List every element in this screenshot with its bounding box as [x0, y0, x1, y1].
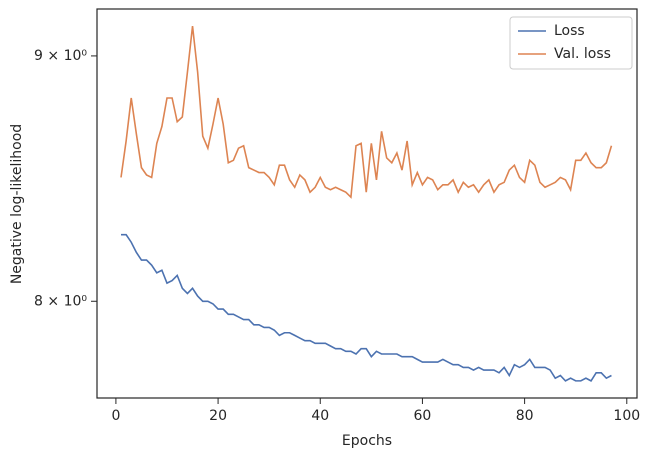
- y-tick-label: 8 × 10⁰: [34, 293, 87, 309]
- line: [121, 233, 612, 382]
- legend-box: [509, 16, 633, 70]
- legend-label: Val. loss: [554, 46, 611, 62]
- line: [120, 25, 613, 199]
- x-tick-label: 100: [613, 408, 640, 424]
- plot-frame: [96, 8, 638, 399]
- x-tick-label: 40: [311, 408, 329, 424]
- y-axis-label: Negative log-likelihood: [9, 124, 25, 284]
- x-tick-label: 80: [516, 408, 534, 424]
- x-tick-label: 20: [209, 408, 227, 424]
- x-axis-label: Epochs: [342, 433, 392, 449]
- y-tick-label: 9 × 10⁰: [34, 48, 87, 64]
- legend-label: Loss: [554, 23, 585, 39]
- x-tick-label: 0: [111, 408, 120, 424]
- x-tick-label: 60: [414, 408, 432, 424]
